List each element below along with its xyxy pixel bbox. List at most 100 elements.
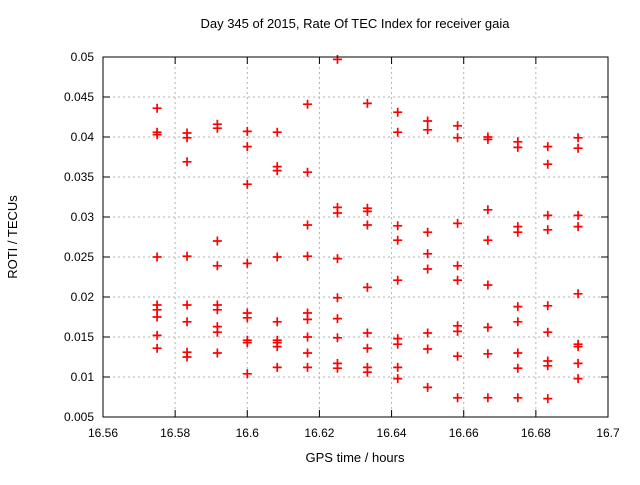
y-tick-label: 0.035	[64, 170, 94, 184]
data-point	[272, 127, 282, 137]
data-point	[303, 362, 313, 372]
data-point	[543, 142, 553, 152]
data-point	[513, 317, 523, 327]
data-point	[362, 343, 372, 353]
x-tick-label: 16.56	[88, 426, 118, 440]
data-point	[303, 348, 313, 358]
data-point	[212, 123, 222, 133]
data-point	[393, 107, 403, 117]
data-point	[543, 301, 553, 311]
y-tick-label: 0.04	[71, 130, 95, 144]
data-point	[513, 363, 523, 373]
data-point	[152, 343, 162, 353]
data-point	[272, 317, 282, 327]
data-point	[242, 179, 252, 189]
y-tick-label: 0.02	[71, 290, 95, 304]
y-tick-label: 0.025	[64, 250, 94, 264]
data-point	[513, 142, 523, 152]
data-point	[303, 314, 313, 324]
data-point	[242, 258, 252, 268]
y-tick-label: 0.045	[64, 90, 94, 104]
data-point	[362, 367, 372, 377]
data-point	[543, 394, 553, 404]
data-point	[332, 363, 342, 373]
data-point	[513, 227, 523, 237]
data-point	[513, 393, 523, 403]
data-point	[362, 206, 372, 216]
data-point	[393, 339, 403, 349]
data-point	[362, 328, 372, 338]
data-point	[453, 326, 463, 336]
data-point	[212, 261, 222, 271]
data-point	[332, 54, 342, 64]
data-point	[483, 235, 493, 245]
data-point	[303, 167, 313, 177]
data-point	[543, 159, 553, 169]
data-point	[573, 210, 583, 220]
data-point	[182, 300, 192, 310]
y-tick-label: 0.03	[71, 210, 95, 224]
data-point	[272, 252, 282, 262]
data-point	[152, 103, 162, 113]
data-point	[212, 236, 222, 246]
data-point	[423, 344, 433, 354]
y-axis-label: ROTI / TECUs	[5, 195, 20, 279]
data-point	[483, 322, 493, 332]
y-tick-label: 0.015	[64, 330, 94, 344]
data-point	[242, 142, 252, 152]
data-point	[393, 362, 403, 372]
data-point	[423, 249, 433, 259]
data-point	[332, 293, 342, 303]
data-point	[393, 221, 403, 231]
data-point	[573, 374, 583, 384]
data-point	[573, 358, 583, 368]
data-point	[423, 125, 433, 135]
y-tick-label: 0.05	[71, 50, 95, 64]
data-point	[573, 143, 583, 153]
data-point	[513, 348, 523, 358]
data-point	[453, 218, 463, 228]
data-point	[543, 225, 553, 235]
data-point	[182, 251, 192, 261]
data-point	[182, 352, 192, 362]
tick-labels: 16.56 16.58 16.6 16.62 16.64 16.66 16.68 16.7 0.…	[64, 50, 620, 440]
data-point	[453, 261, 463, 271]
y-tick-label: 0.01	[71, 370, 95, 384]
data-point	[483, 349, 493, 359]
x-tick-label: 16.58	[160, 426, 190, 440]
data-point	[303, 332, 313, 342]
x-tick-label: 16.62	[304, 426, 334, 440]
x-tick-label: 16.66	[449, 426, 479, 440]
data-point	[483, 205, 493, 215]
data-point	[393, 374, 403, 384]
data-point	[212, 305, 222, 315]
data-point	[543, 327, 553, 337]
data-point	[543, 361, 553, 371]
data-point	[303, 99, 313, 109]
data-point	[483, 280, 493, 290]
data-point	[513, 302, 523, 312]
data-point	[152, 130, 162, 140]
x-tick-label: 16.6	[236, 426, 260, 440]
data-point	[242, 369, 252, 379]
data-point	[212, 348, 222, 358]
data-point	[332, 254, 342, 264]
data-point	[272, 342, 282, 352]
data-point	[303, 220, 313, 230]
data-point	[573, 289, 583, 299]
data-point	[573, 342, 583, 352]
data-point	[272, 362, 282, 372]
data-point	[242, 126, 252, 136]
data-point	[212, 327, 222, 337]
data-point	[573, 133, 583, 143]
x-axis-label: GPS time / hours	[306, 450, 405, 465]
data-point	[453, 393, 463, 403]
data-point	[393, 127, 403, 137]
data-point	[453, 275, 463, 285]
data-point	[242, 338, 252, 348]
data-point	[332, 208, 342, 218]
data-point	[453, 133, 463, 143]
x-tick-label: 16.68	[521, 426, 551, 440]
